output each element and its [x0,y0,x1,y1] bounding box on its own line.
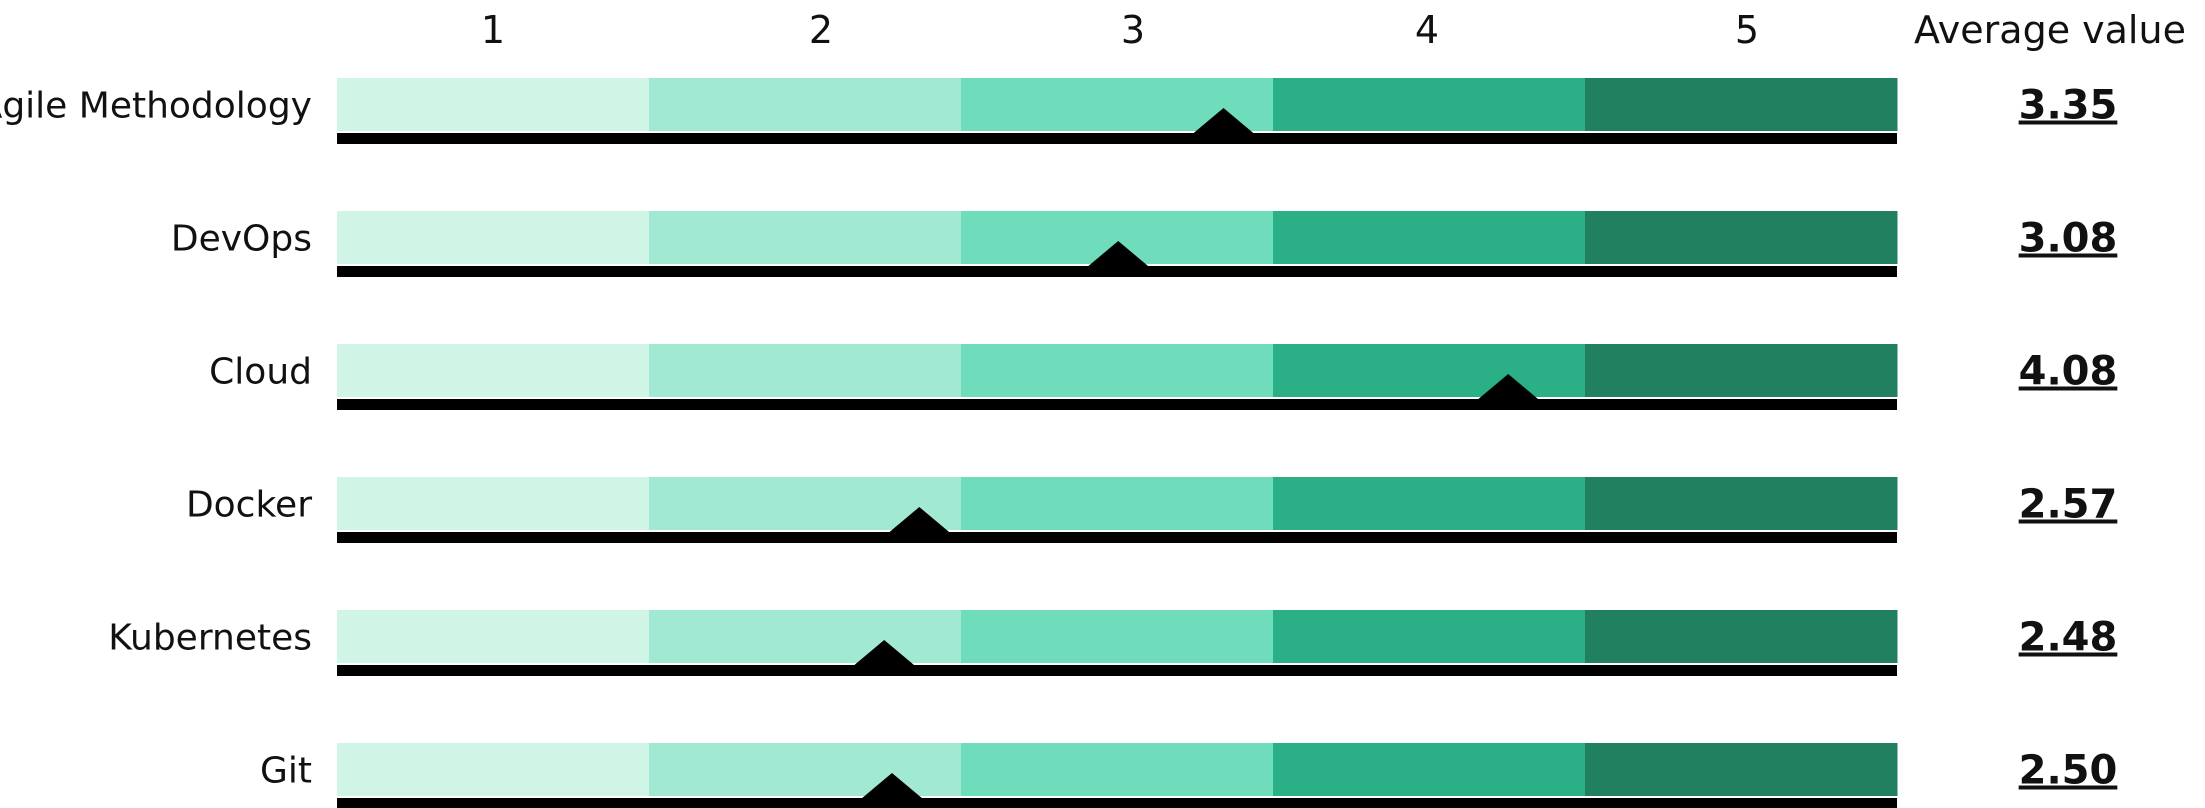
scale-band-4 [1273,211,1586,264]
scale-header: 1 2 3 4 5 [481,8,1759,52]
scale-band-4 [1273,610,1586,663]
scale-band-5 [1585,477,1898,530]
category-label: Kubernetes [108,618,312,659]
scale-band-5 [1585,211,1898,264]
chart-row: Kubernetes 2.48 [108,610,2117,676]
category-label: Cloud [209,352,312,393]
average-value: 3.35 [2019,83,2118,129]
category-label: Agile Methodology [0,86,312,127]
scale-band-5 [1585,610,1898,663]
scale-band-3 [961,477,1274,530]
scale-band-3 [961,743,1274,796]
scale-band-2 [649,78,962,131]
scale-band-5 [1585,344,1898,397]
average-value: 2.57 [2019,482,2118,528]
chart-row: Agile Methodology 3.35 [0,78,2117,144]
row-axis [337,266,1897,277]
scale-band-4 [1273,78,1586,131]
scale-band-4 [1273,477,1586,530]
scale-label-1: 1 [481,8,505,52]
category-label: DevOps [171,219,312,260]
scale-band-1 [337,211,650,264]
average-marker [888,507,951,533]
chart-row: Docker 2.57 [186,477,2117,543]
category-label: Git [260,751,312,792]
row-axis [337,532,1897,543]
average-marker [1477,374,1540,400]
scale-band-1 [337,610,650,663]
scale-band-1 [337,477,650,530]
average-value-header: Average value [1914,8,2186,52]
average-marker [1087,241,1150,267]
scale-band-1 [337,344,650,397]
scale-band-3 [961,610,1274,663]
scale-label-3: 3 [1121,8,1145,52]
scale-band-2 [649,211,962,264]
scale-band-1 [337,78,650,131]
chart-row: DevOps 3.08 [171,211,2117,277]
average-value: 3.08 [2019,216,2118,262]
scale-band-2 [649,344,962,397]
average-marker [1192,108,1255,134]
scale-label-2: 2 [809,8,833,52]
scale-label-4: 4 [1415,8,1439,52]
scale-band-1 [337,743,650,796]
scale-band-2 [649,743,962,796]
scale-band-4 [1273,743,1586,796]
scale-label-5: 5 [1735,8,1759,52]
scale-band-2 [649,610,962,663]
scale-band-4 [1273,344,1586,397]
row-axis [337,399,1897,410]
chart-rows: Agile Methodology 3.35 DevOps 3.08 Cloud 4.08… [0,78,2117,808]
average-value: 2.50 [2019,748,2118,794]
chart-row: Cloud 4.08 [209,344,2117,410]
chart-row: Git 2.50 [260,743,2117,808]
scale-band-3 [961,344,1274,397]
row-axis [337,798,1897,808]
scale-band-5 [1585,743,1898,796]
category-label: Docker [186,485,312,526]
scale-band-5 [1585,78,1898,131]
average-value: 2.48 [2019,615,2118,661]
row-axis [337,133,1897,144]
average-marker [861,773,923,799]
average-marker [853,640,916,666]
average-value: 4.08 [2019,349,2118,395]
row-axis [337,665,1897,676]
